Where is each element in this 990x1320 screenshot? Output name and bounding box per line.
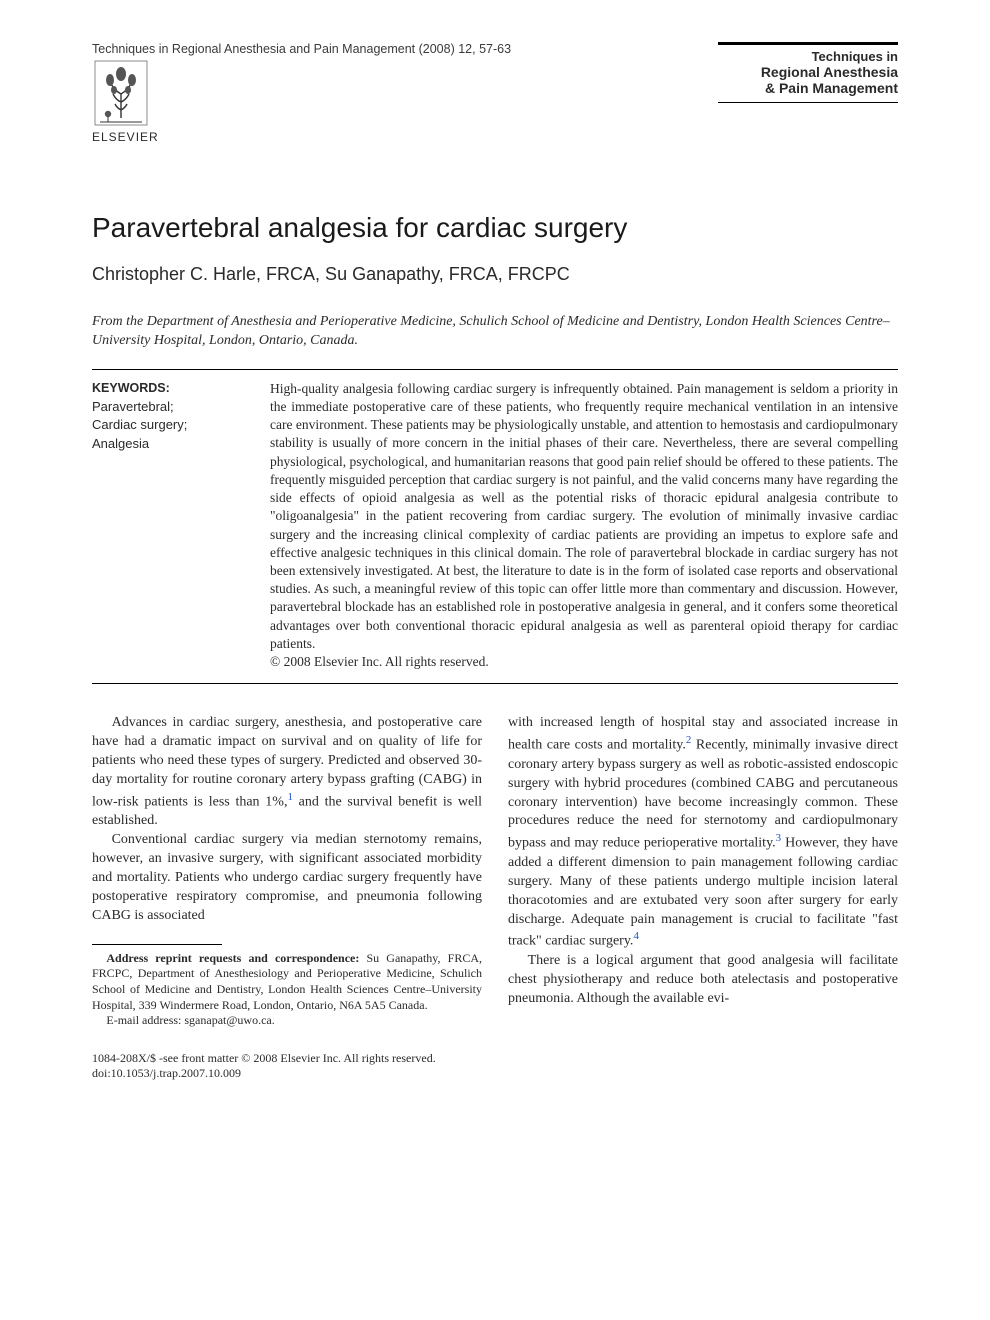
- body-p3c: However, they have added a different dim…: [508, 836, 898, 949]
- journal-box-line2: Regional Anesthesia: [718, 64, 898, 80]
- right-column: with increased length of hospital stay a…: [508, 714, 898, 1082]
- journal-box-line3: & Pain Management: [718, 80, 898, 96]
- elsevier-tree-icon: [92, 58, 150, 128]
- abstract-body: High-quality analgesia following cardiac…: [270, 381, 898, 651]
- publisher-name: ELSEVIER: [92, 130, 511, 144]
- publisher-block: ELSEVIER: [92, 58, 511, 144]
- correspondence-address: Address reprint requests and corresponde…: [92, 951, 482, 1013]
- body-para-4: There is a logical argument that good an…: [508, 952, 898, 1009]
- address-label: Address reprint requests and corresponde…: [106, 951, 359, 965]
- keywords-label: KEYWORDS:: [92, 380, 270, 398]
- keywords-column: KEYWORDS: Paravertebral; Cardiac surgery…: [92, 380, 270, 672]
- article-title: Paravertebral analgesia for cardiac surg…: [92, 212, 898, 244]
- correspondence-email: E-mail address: sganapat@uwo.ca.: [92, 1013, 482, 1029]
- journal-reference: Techniques in Regional Anesthesia and Pa…: [92, 42, 511, 56]
- header-left: Techniques in Regional Anesthesia and Pa…: [92, 42, 511, 144]
- header: Techniques in Regional Anesthesia and Pa…: [92, 42, 898, 144]
- doi-line: doi:10.1053/j.trap.2007.10.009: [92, 1066, 482, 1082]
- journal-title-box: Techniques in Regional Anesthesia & Pain…: [718, 42, 898, 103]
- abstract-block: KEYWORDS: Paravertebral; Cardiac surgery…: [92, 369, 898, 685]
- body-para-1: Advances in cardiac surgery, anesthesia,…: [92, 714, 482, 831]
- email-value[interactable]: sganapat@uwo.ca.: [184, 1013, 274, 1027]
- affiliation: From the Department of Anesthesia and Pe…: [92, 313, 898, 351]
- citation-ref[interactable]: 4: [633, 930, 638, 942]
- keywords-list: Paravertebral; Cardiac surgery; Analgesi…: [92, 398, 270, 453]
- footnote-block: Address reprint requests and corresponde…: [92, 951, 482, 1029]
- journal-box-line1: Techniques in: [718, 49, 898, 64]
- abstract-text: High-quality analgesia following cardiac…: [270, 380, 898, 672]
- copyright-block: 1084-208X/$ -see front matter © 2008 Els…: [92, 1051, 482, 1082]
- body-para-3: with increased length of hospital stay a…: [508, 714, 898, 952]
- copyright-line1: 1084-208X/$ -see front matter © 2008 Els…: [92, 1051, 482, 1067]
- abstract-copyright: © 2008 Elsevier Inc. All rights reserved…: [270, 654, 489, 669]
- email-label: E-mail address:: [106, 1013, 184, 1027]
- body-p3b: Recently, minimally invasive direct coro…: [508, 738, 898, 851]
- footnote-rule: [92, 944, 222, 945]
- authors: Christopher C. Harle, FRCA, Su Ganapathy…: [92, 264, 898, 285]
- body-columns: Advances in cardiac surgery, anesthesia,…: [92, 714, 898, 1082]
- left-column: Advances in cardiac surgery, anesthesia,…: [92, 714, 482, 1082]
- body-para-2: Conventional cardiac surgery via median …: [92, 831, 482, 925]
